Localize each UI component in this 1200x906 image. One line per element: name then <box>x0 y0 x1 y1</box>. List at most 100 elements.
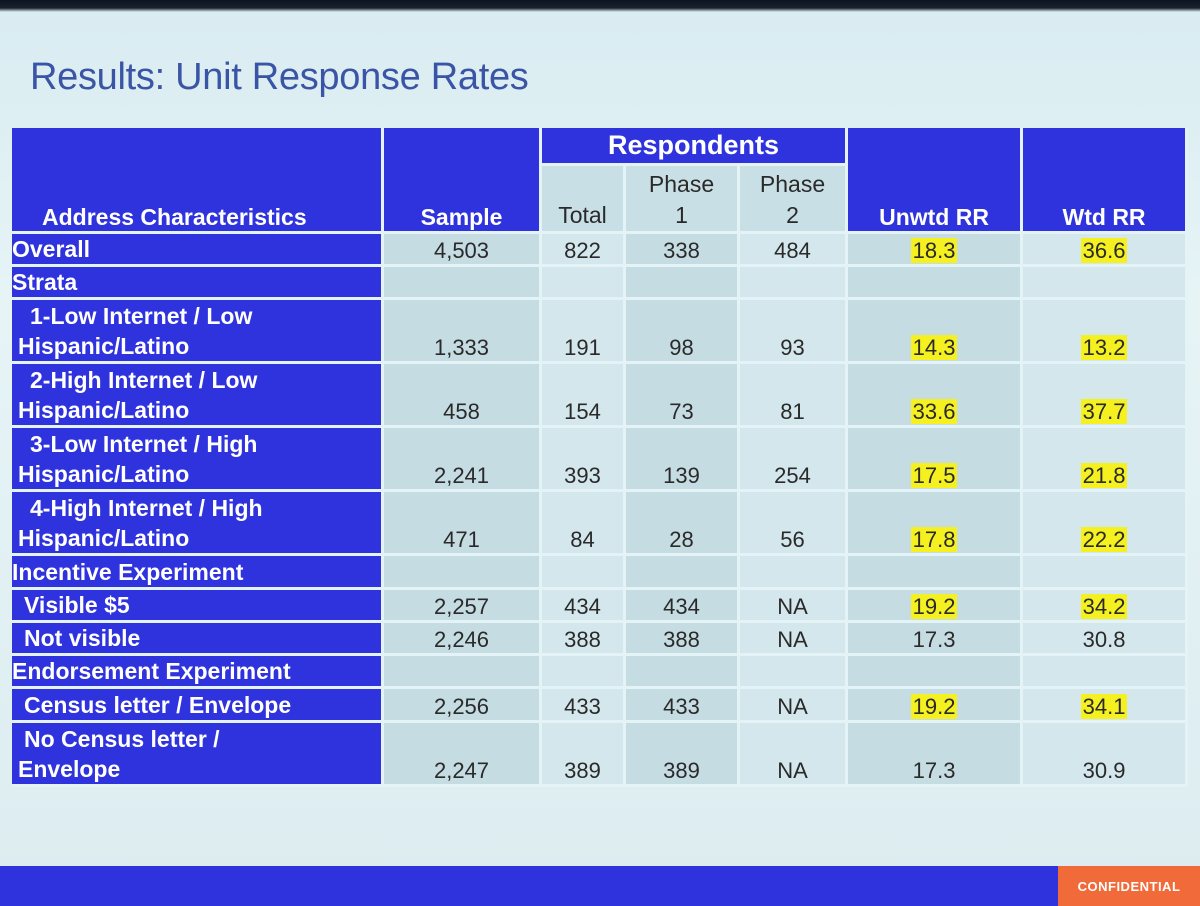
highlighted-value: 36.6 <box>1080 238 1128 263</box>
slide-title: Results: Unit Response Rates <box>30 56 529 98</box>
header-phase-2-text: Phase 2 <box>759 171 826 228</box>
empty-cell <box>740 556 849 590</box>
label-line: 3-Low Internet / High <box>30 431 258 457</box>
cell-total: 84 <box>542 492 626 556</box>
cell-sample: 4,503 <box>384 234 542 267</box>
highlighted-value: 21.8 <box>1080 463 1128 488</box>
cell-total: 389 <box>542 723 626 787</box>
row-label-census-letter-envelope: Census letter / Envelope <box>12 689 384 723</box>
cell-phase2: 254 <box>740 428 849 492</box>
response-rates-table: Address Characteristics Sample Responden… <box>12 128 1189 787</box>
row-label-strata-3: 3-Low Internet / High Hispanic/Latino <box>12 428 384 492</box>
cell-sample: 2,257 <box>384 590 542 623</box>
table-row: Overall 4,503 822 338 484 18.3 36.6 <box>12 234 1189 267</box>
header-wtd-rr: Wtd RR <box>1023 128 1189 234</box>
cell-total: 822 <box>542 234 626 267</box>
highlighted-value: 33.6 <box>910 399 958 424</box>
cell-unwtd-rr: 17.5 <box>848 428 1024 492</box>
cell-unwtd-rr: 19.2 <box>848 689 1024 723</box>
table-row: Endorsement Experiment <box>12 656 1189 689</box>
empty-cell <box>1023 267 1189 300</box>
confidential-badge: CONFIDENTIAL <box>1058 866 1200 906</box>
row-label-visible-5: Visible $5 <box>12 590 384 623</box>
cell-phase2: NA <box>740 689 849 723</box>
empty-cell <box>542 267 626 300</box>
highlighted-value: 22.2 <box>1080 527 1128 552</box>
empty-cell <box>740 656 849 689</box>
label-line: Hispanic/Latino <box>18 461 190 487</box>
cell-wtd-rr: 21.8 <box>1023 428 1189 492</box>
header-phase-2: Phase 2 <box>740 166 849 234</box>
empty-cell <box>384 556 542 590</box>
row-label-no-census-letter-envelope: No Census letter / Envelope <box>12 723 384 787</box>
cell-sample: 2,241 <box>384 428 542 492</box>
table-row: 2-High Internet / Low Hispanic/Latino 458… <box>12 364 1189 428</box>
table-row: No Census letter / Envelope 2,247 389 389… <box>12 723 1189 787</box>
cell-phase1: 98 <box>626 300 740 364</box>
highlighted-value: 13.2 <box>1080 335 1128 360</box>
row-label-strata-2: 2-High Internet / Low Hispanic/Latino <box>12 364 384 428</box>
cell-unwtd-rr: 17.3 <box>848 623 1024 656</box>
label-line: Hispanic/Latino <box>18 333 190 359</box>
label-line: 2-High Internet / Low <box>30 367 258 393</box>
cell-unwtd-rr: 18.3 <box>848 234 1024 267</box>
cell-wtd-rr: 37.7 <box>1023 364 1189 428</box>
highlighted-value: 34.1 <box>1080 694 1128 719</box>
table-row: Visible $5 2,257 434 434 NA 19.2 34.2 <box>12 590 1189 623</box>
highlighted-value: 37.7 <box>1080 399 1128 424</box>
cell-wtd-rr: 34.1 <box>1023 689 1189 723</box>
cell-phase2: 81 <box>740 364 849 428</box>
cell-unwtd-rr: 17.3 <box>848 723 1024 787</box>
table-row: 4-High Internet / High Hispanic/Latino 47… <box>12 492 1189 556</box>
empty-cell <box>740 267 849 300</box>
highlighted-value: 18.3 <box>910 238 958 263</box>
header-phase-1: Phase 1 <box>626 166 740 234</box>
cell-phase1: 338 <box>626 234 740 267</box>
empty-cell <box>848 556 1024 590</box>
empty-cell <box>384 267 542 300</box>
row-label-strata: Strata <box>12 267 384 300</box>
highlighted-value: 19.2 <box>910 594 958 619</box>
cell-total: 388 <box>542 623 626 656</box>
cell-wtd-rr: 22.2 <box>1023 492 1189 556</box>
table-row: 3-Low Internet / High Hispanic/Latino 2,2… <box>12 428 1189 492</box>
cell-wtd-rr: 36.6 <box>1023 234 1189 267</box>
cell-total: 434 <box>542 590 626 623</box>
cell-wtd-rr: 13.2 <box>1023 300 1189 364</box>
header-respondents: Respondents <box>542 128 849 166</box>
label-line: 1-Low Internet / Low <box>30 303 253 329</box>
empty-cell <box>1023 656 1189 689</box>
footer-bar <box>0 866 1200 906</box>
empty-cell <box>626 556 740 590</box>
highlighted-value: 19.2 <box>910 694 958 719</box>
cell-phase2: NA <box>740 723 849 787</box>
cell-sample: 2,247 <box>384 723 542 787</box>
highlighted-value: 34.2 <box>1080 594 1128 619</box>
row-label-strata-4: 4-High Internet / High Hispanic/Latino <box>12 492 384 556</box>
cell-unwtd-rr: 17.8 <box>848 492 1024 556</box>
table-row: Not visible 2,246 388 388 NA 17.3 30.8 <box>12 623 1189 656</box>
row-label-strata-1: 1-Low Internet / Low Hispanic/Latino <box>12 300 384 364</box>
row-label-not-visible: Not visible <box>12 623 384 656</box>
header-unwtd-rr: Unwtd RR <box>848 128 1024 234</box>
table-row: 1-Low Internet / Low Hispanic/Latino 1,33… <box>12 300 1189 364</box>
row-label-incentive-experiment: Incentive Experiment <box>12 556 384 590</box>
cell-phase2: 484 <box>740 234 849 267</box>
header-total: Total <box>542 166 626 234</box>
cell-phase2: 56 <box>740 492 849 556</box>
cell-phase1: 388 <box>626 623 740 656</box>
cell-unwtd-rr: 33.6 <box>848 364 1024 428</box>
cell-phase1: 139 <box>626 428 740 492</box>
cell-sample: 2,256 <box>384 689 542 723</box>
label-line: Hispanic/Latino <box>18 525 190 551</box>
cell-total: 433 <box>542 689 626 723</box>
cell-sample: 1,333 <box>384 300 542 364</box>
header-sample: Sample <box>384 128 542 234</box>
cell-phase1: 389 <box>626 723 740 787</box>
label-line: Hispanic/Latino <box>18 397 190 423</box>
empty-cell <box>542 556 626 590</box>
cell-phase1: 28 <box>626 492 740 556</box>
cell-total: 154 <box>542 364 626 428</box>
cell-total: 191 <box>542 300 626 364</box>
label-line: Envelope <box>18 756 121 782</box>
